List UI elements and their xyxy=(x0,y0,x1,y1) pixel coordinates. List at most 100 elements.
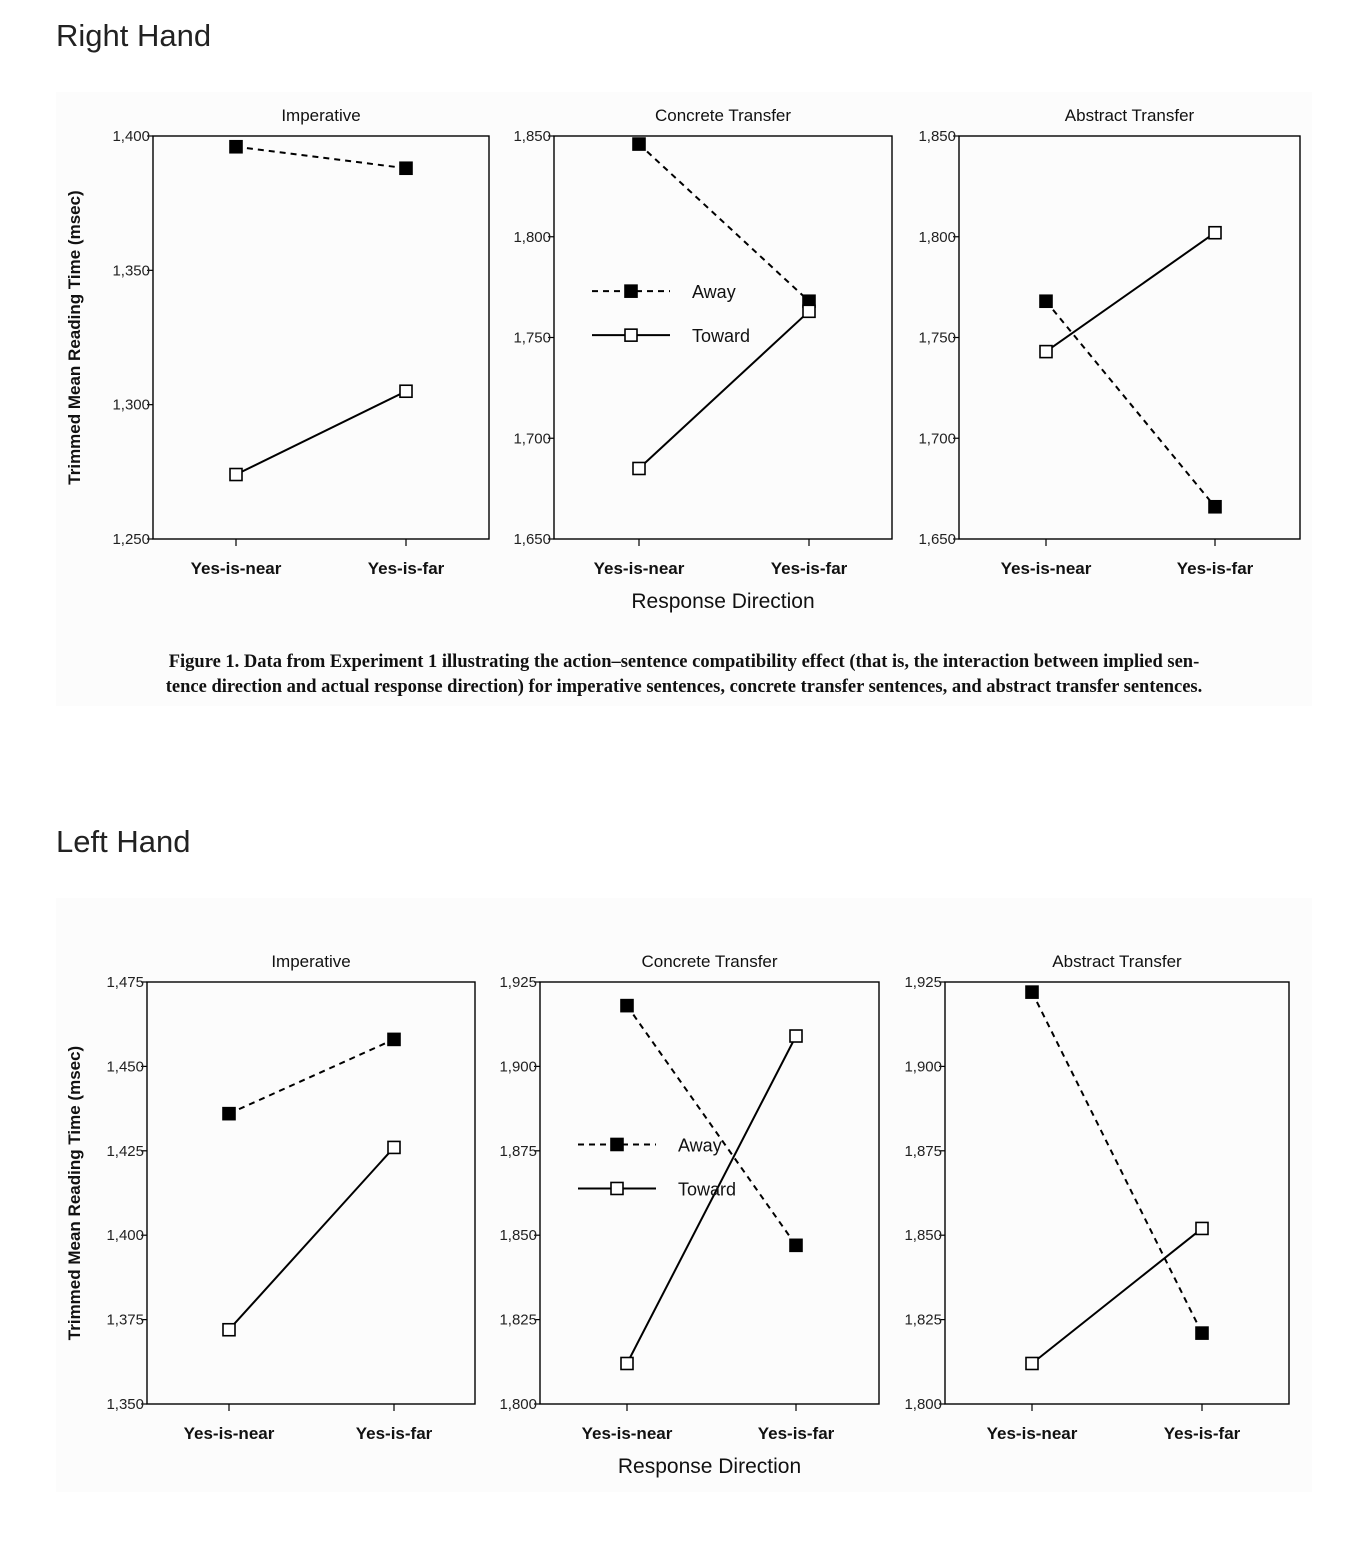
left-hand-heading: Left Hand xyxy=(56,824,191,859)
left-abstract-transfer-x-tick-label: Yes-is-far xyxy=(1164,1424,1241,1443)
left-concrete-transfer-series-away-point xyxy=(789,1238,803,1253)
left-concrete-transfer-legend-away-marker-swatch xyxy=(610,1137,624,1152)
right-concrete-transfer-legend-away-label: Away xyxy=(692,282,736,302)
right-concrete-transfer-y-tick-label: 1,800 xyxy=(513,229,551,246)
left-abstract-transfer-series-toward-point xyxy=(1195,1221,1209,1236)
left-concrete-transfer-legend-toward-marker-swatch xyxy=(610,1181,624,1196)
left-concrete-transfer-y-tick-label: 1,900 xyxy=(499,1058,537,1075)
left-abstract-transfer-series-toward-line xyxy=(1031,1227,1203,1365)
left-concrete-transfer-legend-toward-label: Toward xyxy=(678,1179,736,1199)
left-abstract-transfer-y-tick-label: 1,925 xyxy=(904,974,942,991)
left-imperative-y-tick-label: 1,475 xyxy=(106,974,144,991)
right-imperative-plot-frame xyxy=(152,135,490,540)
right-imperative-y-tick-label: 1,250 xyxy=(112,531,150,548)
left-concrete-transfer-series-toward-line xyxy=(626,1035,797,1364)
left-concrete-transfer-x-tick-label: Yes-is-far xyxy=(758,1424,835,1443)
left-abstract-transfer-series-away-line xyxy=(1031,991,1203,1334)
left-imperative-series-toward-point xyxy=(222,1322,236,1337)
left-imperative-y-tick-label: 1,425 xyxy=(106,1143,144,1160)
right-abstract-transfer-y-tick-label: 1,850 xyxy=(918,128,956,145)
left-concrete-transfer-x-axis-label: Response Direction xyxy=(618,1455,801,1478)
left-imperative-series-away-point xyxy=(387,1032,401,1047)
right-imperative-series-away-point xyxy=(229,139,243,154)
right-hand-heading: Right Hand xyxy=(56,18,212,53)
right-abstract-transfer-y-tick-label: 1,800 xyxy=(918,229,956,246)
right-abstract-transfer-series-away-line xyxy=(1045,300,1216,508)
right-abstract-transfer-y-tick-label: 1,750 xyxy=(918,330,956,347)
right-concrete-transfer-series-toward-line xyxy=(638,310,810,470)
left-concrete-transfer-legend-away-label: Away xyxy=(678,1135,722,1155)
right-imperative-y-tick-label: 1,400 xyxy=(112,128,150,145)
left-abstract-transfer-series-away-point xyxy=(1025,985,1039,999)
right-imperative-y-axis-label: Trimmed Mean Reading Time (msec) xyxy=(65,190,84,484)
left-concrete-transfer-series-toward-point xyxy=(789,1029,803,1043)
right-imperative-panel-title: Imperative xyxy=(281,106,360,125)
right-imperative-series-toward-line xyxy=(235,390,407,476)
right-concrete-transfer-legend-toward-marker-swatch xyxy=(624,328,638,342)
left-imperative-series-away-point xyxy=(222,1106,236,1121)
figure-caption-line-1: Figure 1. Data from Experiment 1 illustr… xyxy=(168,652,1200,672)
left-concrete-transfer-x-tick-label: Yes-is-near xyxy=(582,1424,673,1443)
left-imperative-plot-frame xyxy=(146,981,476,1405)
left-imperative-x-tick-label: Yes-is-near xyxy=(184,1424,275,1443)
left-concrete-transfer-series-away-line xyxy=(626,1005,797,1246)
figure-caption-line-2: tence direction and actual response dire… xyxy=(165,677,1203,697)
right-concrete-transfer-y-tick-label: 1,700 xyxy=(513,430,551,447)
right-abstract-transfer-plot-frame xyxy=(958,135,1301,540)
left-abstract-transfer-y-tick-label: 1,900 xyxy=(904,1058,942,1075)
right-imperative-series-toward-point xyxy=(229,467,243,482)
left-abstract-transfer-y-tick-label: 1,850 xyxy=(904,1227,942,1244)
right-imperative-series-away-point xyxy=(399,161,413,176)
right-concrete-transfer-y-tick-label: 1,650 xyxy=(513,531,551,548)
left-imperative-y-axis-label: Trimmed Mean Reading Time (msec) xyxy=(65,1046,84,1340)
right-imperative-x-tick-label: Yes-is-far xyxy=(368,559,445,578)
left-abstract-transfer-series-toward-point xyxy=(1025,1356,1039,1371)
right-abstract-transfer-series-away-point xyxy=(1039,294,1053,309)
left-imperative-x-tick-label: Yes-is-far xyxy=(356,1424,433,1443)
left-imperative-y-tick-label: 1,375 xyxy=(106,1312,144,1329)
left-hand-figure: Imperative 1,350 1,375 1,400 1,425 1,450 1,475… xyxy=(56,898,1312,1492)
left-concrete-transfer-panel: Concrete Transfer 1,800 1,825 1,850 1,875 1,9… xyxy=(499,952,880,1478)
right-hand-figure: Imperative 1,250 1,300 1,350 1,400 Yes-is-nea… xyxy=(56,92,1312,706)
right-abstract-transfer-y-tick-label: 1,700 xyxy=(918,430,956,447)
left-abstract-transfer-x-tick-label: Yes-is-near xyxy=(987,1424,1078,1443)
right-imperative-x-tick-label: Yes-is-near xyxy=(191,559,282,578)
right-concrete-transfer-y-tick-label: 1,850 xyxy=(513,128,551,145)
right-concrete-transfer-x-tick-label: Yes-is-near xyxy=(594,559,685,578)
right-concrete-transfer-legend-away-marker-swatch xyxy=(624,284,638,298)
right-concrete-transfer-y-tick-label: 1,750 xyxy=(513,330,551,347)
left-concrete-transfer-y-tick-label: 1,825 xyxy=(499,1312,537,1329)
left-imperative-panel: Imperative 1,350 1,375 1,400 1,425 1,450 1,475… xyxy=(65,952,476,1443)
left-imperative-y-tick-label: 1,400 xyxy=(106,1227,144,1244)
right-abstract-transfer-x-tick-label: Yes-is-far xyxy=(1177,559,1254,578)
right-abstract-transfer-series-toward-point xyxy=(1208,225,1222,240)
right-abstract-transfer-panel: Abstract Transfer 1,650 1,700 1,750 1,800 1,8… xyxy=(918,106,1301,578)
left-imperative-series-toward-line xyxy=(228,1146,395,1331)
right-concrete-transfer-x-tick-label: Yes-is-far xyxy=(771,559,848,578)
right-imperative-panel: Imperative 1,250 1,300 1,350 1,400 Yes-is-nea… xyxy=(65,106,490,578)
right-imperative-series-away-line xyxy=(235,145,407,170)
left-imperative-y-tick-label: 1,450 xyxy=(106,1058,144,1075)
right-imperative-y-tick-label: 1,300 xyxy=(112,397,150,414)
left-concrete-transfer-series-away-point xyxy=(620,998,634,1013)
right-abstract-transfer-series-toward-line xyxy=(1045,231,1216,353)
right-imperative-y-tick-label: 1,350 xyxy=(112,262,150,279)
right-concrete-transfer-legend-toward-label: Toward xyxy=(692,326,750,346)
right-concrete-transfer-series-toward-point xyxy=(632,461,646,476)
right-imperative-series-toward-point xyxy=(399,384,413,399)
right-concrete-transfer-panel: Concrete Transfer 1,650 1,700 1,750 1,800 1,8… xyxy=(513,106,893,613)
left-abstract-transfer-panel-title: Abstract Transfer xyxy=(1052,952,1182,971)
left-imperative-panel-title: Imperative xyxy=(271,952,350,971)
left-concrete-transfer-y-tick-label: 1,800 xyxy=(499,1396,537,1413)
left-imperative-series-toward-point xyxy=(387,1140,401,1155)
right-concrete-transfer-panel-title: Concrete Transfer xyxy=(655,106,791,125)
right-abstract-transfer-panel-title: Abstract Transfer xyxy=(1065,106,1195,125)
left-imperative-y-tick-label: 1,350 xyxy=(106,1396,144,1413)
left-concrete-transfer-series-toward-point xyxy=(620,1356,634,1371)
left-concrete-transfer-plot-frame xyxy=(539,981,880,1405)
left-abstract-transfer-y-tick-label: 1,875 xyxy=(904,1143,942,1160)
right-hand-chart-svg: Imperative 1,250 1,300 1,350 1,400 Yes-is-nea… xyxy=(65,106,1301,613)
left-hand-chart-svg: Imperative 1,350 1,375 1,400 1,425 1,450 1,475… xyxy=(65,952,1290,1478)
left-concrete-transfer-y-tick-label: 1,925 xyxy=(499,974,537,991)
right-abstract-transfer-y-tick-label: 1,650 xyxy=(918,531,956,548)
